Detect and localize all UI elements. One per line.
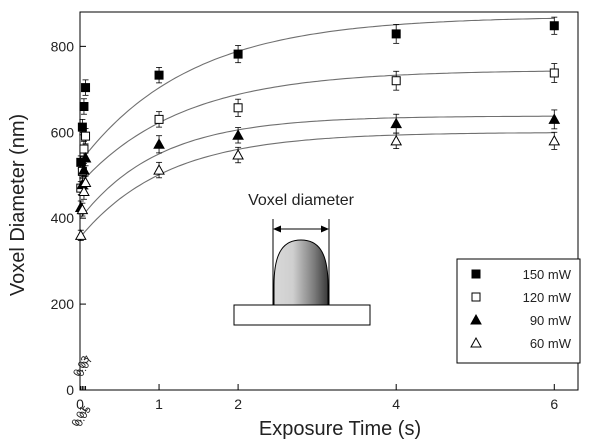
data-point [74, 229, 87, 240]
data-point [391, 76, 401, 86]
x-tick-label: 4 [392, 396, 400, 412]
legend-label: 120 mW [523, 290, 572, 305]
data-point [79, 144, 89, 154]
data-point [77, 122, 87, 132]
legend-marker [471, 292, 481, 302]
legend: 150 mW 120 mW 90 mW 60 mW [456, 258, 581, 364]
data-point [78, 164, 90, 175]
fit-curve [80, 115, 555, 219]
data-point [154, 114, 164, 124]
data-point [233, 103, 243, 113]
data-point [232, 129, 244, 140]
y-tick-label: 0 [66, 382, 74, 398]
data-point [232, 149, 244, 160]
data-point [79, 176, 92, 188]
data-point [548, 134, 561, 146]
legend-label: 150 mW [523, 267, 572, 282]
x-axis-label: Exposure Time (s) [259, 418, 421, 440]
voxel-schematic: Voxel diameter [233, 192, 371, 326]
legend-label: 60 mW [530, 336, 572, 351]
data-point [390, 134, 403, 146]
voxel-shape [273, 239, 329, 306]
annotation-arrowhead-left [273, 225, 281, 233]
y-tick-label: 400 [51, 210, 75, 226]
data-points [74, 21, 561, 240]
data-point [79, 152, 92, 163]
data-point [549, 21, 559, 31]
fit-curve [80, 17, 555, 162]
fit-curves [80, 17, 555, 237]
legend-marker [471, 269, 481, 279]
data-point [391, 29, 401, 39]
data-point [390, 117, 403, 129]
y-tick-label: 200 [51, 296, 75, 312]
y-tick-label: 600 [51, 124, 75, 140]
data-point [78, 185, 90, 197]
legend-label: 90 mW [530, 313, 572, 328]
x-tick-label: 1 [155, 396, 163, 412]
annotation-arrowhead-right [321, 225, 329, 233]
data-point [79, 102, 89, 111]
y-axis-label: Voxel Diameter (nm) [7, 114, 29, 296]
data-point [81, 131, 91, 141]
data-point [548, 113, 561, 124]
x-tick-label: 2 [234, 396, 242, 412]
data-point [549, 68, 559, 78]
substrate-block [233, 304, 371, 326]
x-tick-label: 0 [76, 396, 84, 412]
y-tick-label: 800 [51, 38, 75, 54]
data-point [76, 203, 89, 215]
data-point [81, 83, 91, 93]
voxel-annotation-label: Voxel diameter [248, 192, 355, 209]
data-point [153, 138, 165, 149]
legend-marker [470, 336, 482, 348]
data-point [153, 164, 165, 175]
legend-marker [470, 313, 482, 325]
data-point [233, 49, 243, 59]
data-point [154, 70, 164, 80]
x-tick-label: 6 [550, 396, 558, 412]
